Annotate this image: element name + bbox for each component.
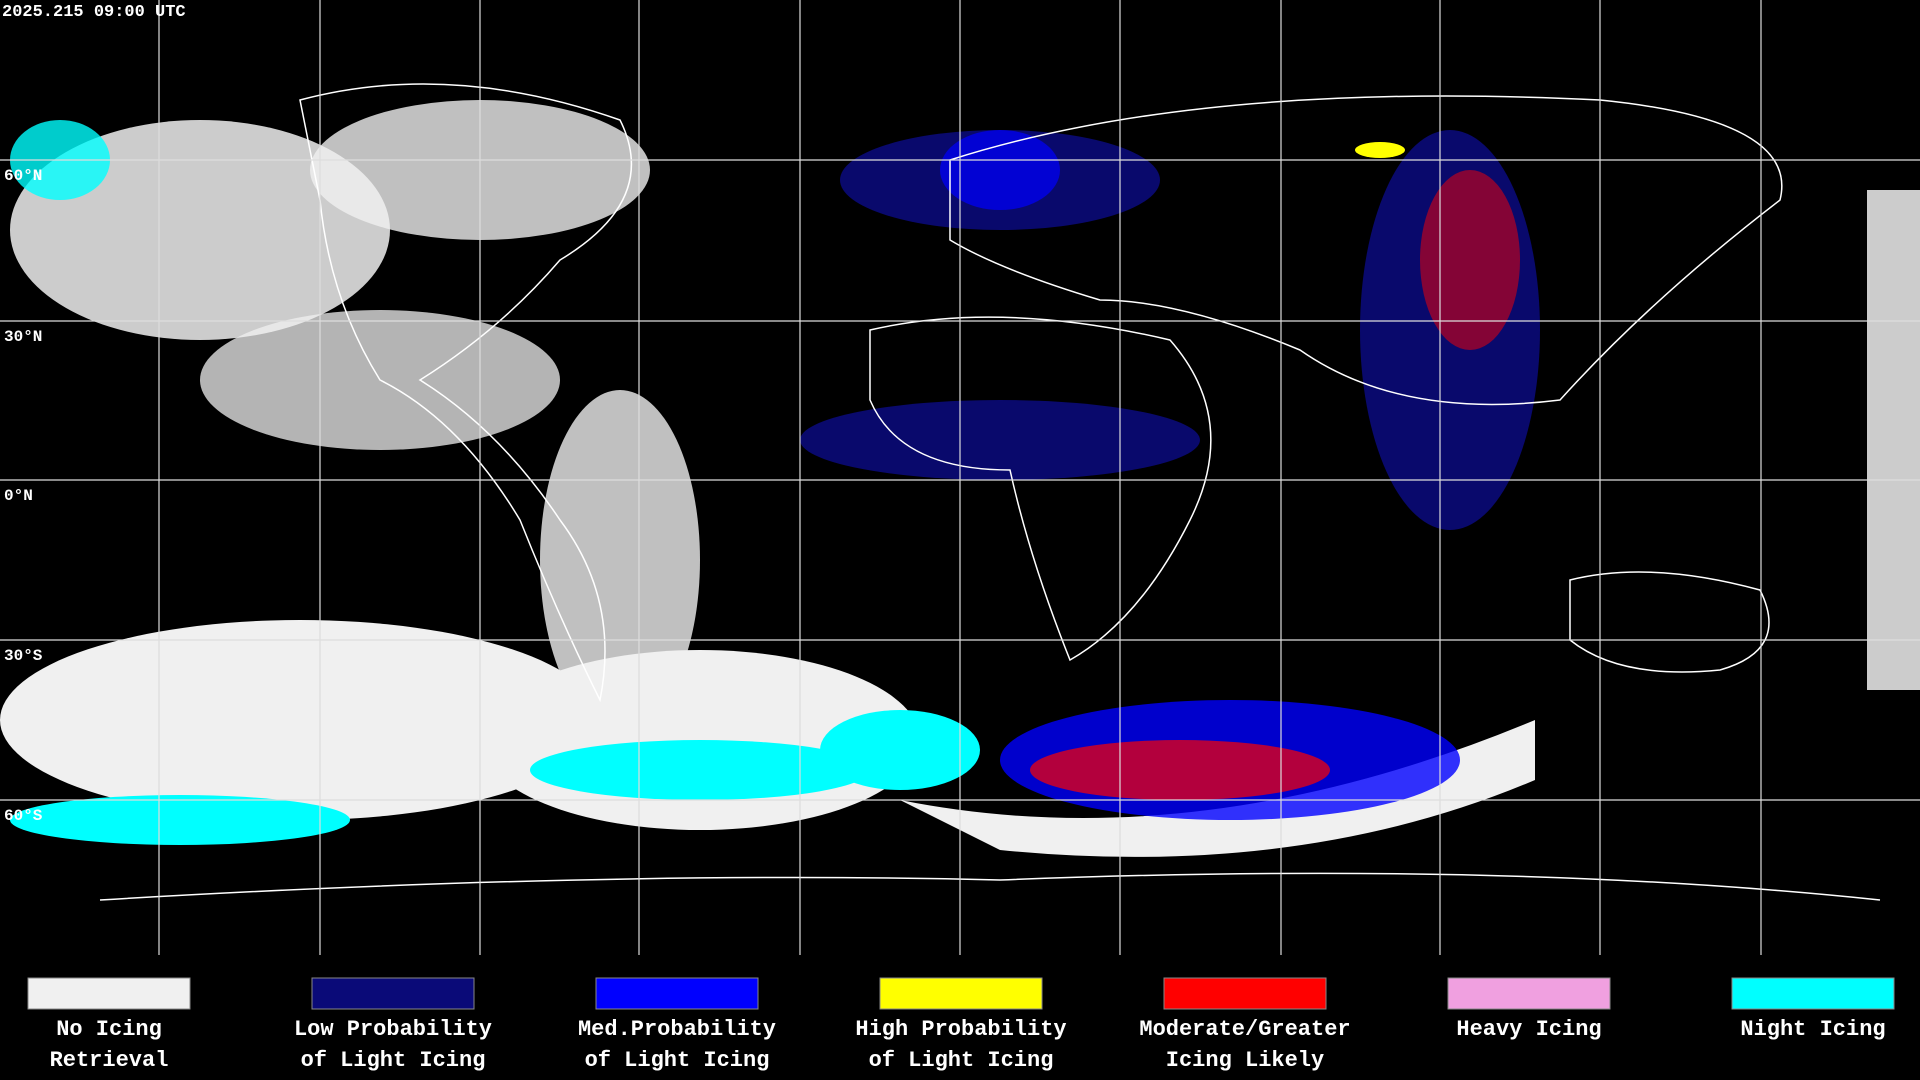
legend-swatch [1447, 977, 1611, 1010]
cloud-field [0, 100, 1920, 857]
icing-region [1030, 740, 1330, 800]
legend: No Icing Retrieval Low Probability of Light… [27, 977, 1895, 1073]
legend-label: Heavy Icing [1456, 1017, 1601, 1042]
legend-label: Retrieval [50, 1048, 169, 1073]
cloud [1867, 190, 1920, 690]
legend-label: of Light Icing [869, 1048, 1054, 1073]
coastlines [99, 83, 1881, 901]
latitude-label: 60°S [4, 807, 43, 825]
latitude-label: 30°N [4, 328, 42, 346]
cloud [540, 390, 700, 730]
night-cloud [530, 740, 870, 800]
legend-label: Med.Probability [578, 1017, 776, 1042]
icing-region [800, 400, 1200, 480]
legend-label: No Icing [56, 1017, 162, 1042]
icing-region [940, 130, 1060, 210]
cloud [900, 720, 1535, 857]
legend-label: Icing Likely [1166, 1048, 1324, 1073]
legend-swatch [311, 977, 475, 1010]
legend-swatch [27, 977, 191, 1010]
legend-label: Night Icing [1740, 1017, 1885, 1042]
coastline [949, 95, 1783, 406]
latitude-labels: 60°N 30°N 0°N 30°S 60°S [4, 167, 43, 825]
night-cloud [820, 710, 980, 790]
icing-region [1420, 170, 1520, 350]
legend-swatch [595, 977, 759, 1010]
latitude-label: 30°S [4, 647, 43, 665]
icing-region [1355, 142, 1405, 158]
legend-swatch [1163, 977, 1327, 1010]
coastline [299, 83, 633, 703]
coastline [99, 872, 1881, 901]
legend-swatch [879, 977, 1043, 1010]
legend-swatch [1731, 977, 1895, 1010]
legend-label: High Probability [855, 1017, 1066, 1042]
coastline [869, 316, 1212, 662]
night-cloud [10, 795, 350, 845]
legend-label: of Light Icing [301, 1048, 486, 1073]
cloud [0, 620, 600, 820]
latitude-label: 60°N [4, 167, 42, 185]
latitude-label: 0°N [4, 487, 33, 505]
timestamp: 2025.215 09:00 UTC [2, 3, 186, 22]
graticule [0, 0, 1920, 955]
legend-label: Low Probability [294, 1017, 492, 1042]
legend-label: of Light Icing [585, 1048, 770, 1073]
legend-label: Moderate/Greater [1139, 1017, 1350, 1042]
